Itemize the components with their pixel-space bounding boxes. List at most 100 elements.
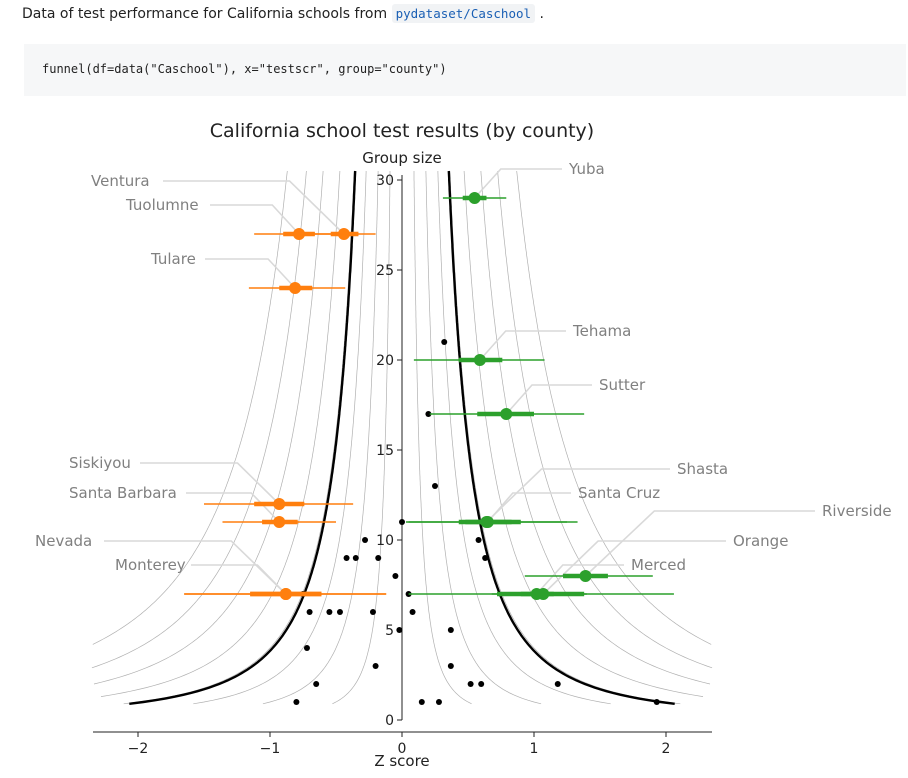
x-axis-label: Z score	[374, 752, 429, 770]
leader-line-santa-barbara	[186, 492, 280, 523]
intro-text-before: Data of test performance for California …	[22, 6, 392, 22]
data-point	[375, 555, 382, 561]
y-tick-label: 15	[376, 443, 394, 459]
data-point	[392, 573, 399, 579]
contour-line-0-right	[413, 171, 472, 705]
data-point	[362, 537, 369, 543]
data-point	[396, 627, 403, 633]
contour-line-7-left	[92, 170, 288, 645]
county-label-siskiyou: Siskiyou	[69, 454, 131, 472]
chart-title: California school test results (by count…	[210, 120, 594, 142]
mean-marker-merced	[530, 588, 543, 600]
leader-line-merced	[536, 564, 624, 595]
contour-line-5-left	[93, 170, 324, 685]
mean-marker-tuolumne	[293, 228, 306, 240]
data-point	[447, 663, 454, 669]
funnel-curve-left	[129, 170, 357, 705]
mean-marker-monterey	[279, 588, 292, 600]
mean-marker-yuba	[468, 192, 481, 204]
intro-text-after: .	[535, 6, 544, 22]
data-point	[306, 609, 313, 615]
mean-marker-riverside	[579, 570, 592, 582]
mean-marker-santa-cruz	[481, 516, 494, 528]
contour-line-6-left	[91, 170, 307, 669]
funnel-curve-right	[447, 170, 675, 705]
county-label-shasta: Shasta	[677, 460, 728, 478]
county-label-tulare: Tulare	[150, 250, 196, 268]
dataset-code-link[interactable]: pydataset/Caschool	[391, 4, 536, 23]
leader-line-tuolumne	[210, 204, 300, 235]
data-points	[293, 195, 660, 705]
data-point	[352, 555, 359, 561]
data-point	[293, 699, 300, 705]
contour-line-2-right	[437, 171, 611, 705]
county-label-merced: Merced	[631, 556, 686, 574]
data-point	[432, 483, 438, 489]
county-estimates	[184, 192, 674, 600]
x-tick-label: 2	[662, 741, 671, 757]
contour-line-2-left	[193, 171, 367, 705]
county-label-santa-barbara: Santa Barbara	[69, 484, 177, 502]
leader-line-monterey	[191, 564, 287, 595]
county-label-riverside: Riverside	[822, 502, 892, 520]
mean-marker-tulare	[289, 282, 302, 294]
leader-line-tehama	[479, 330, 566, 361]
contour-line-4-right	[463, 170, 704, 697]
county-label-ventura: Ventura	[91, 172, 150, 190]
x-tick-label: 0	[398, 741, 407, 757]
data-point	[478, 681, 485, 687]
x-tick-label: 1	[530, 741, 539, 757]
data-point	[482, 555, 489, 561]
leader-line-yuba	[474, 168, 562, 199]
contour-line-1-right	[425, 171, 542, 705]
mean-marker-sutter	[500, 408, 513, 420]
data-point	[435, 699, 442, 705]
contour-line-3-right	[449, 170, 681, 705]
leader-line-tulare	[205, 258, 296, 289]
leader-line-siskiyou	[140, 462, 280, 505]
county-label-santa-cruz: Santa Cruz	[578, 484, 660, 502]
county-label-sutter: Sutter	[599, 376, 646, 394]
contour-line-0-left	[332, 171, 391, 705]
data-point	[653, 699, 660, 705]
data-point	[343, 555, 350, 561]
data-point	[399, 519, 405, 525]
data-point	[467, 681, 474, 687]
leader-line-ventura	[163, 180, 345, 235]
y-tick-label: 20	[376, 353, 394, 369]
x-tick-label: −1	[260, 741, 281, 757]
leader-line-sutter	[505, 384, 592, 415]
data-point	[336, 609, 343, 615]
county-label-yuba: Yuba	[568, 160, 605, 178]
county-label-tehama: Tehama	[572, 322, 631, 340]
leader-line-riverside	[584, 510, 815, 577]
county-label-nevada: Nevada	[35, 532, 92, 550]
county-label-tuolumne: Tuolumne	[125, 196, 199, 214]
funnel-chart: California school test results (by count…	[35, 120, 892, 770]
contour-line-4-left	[100, 170, 341, 697]
data-point	[369, 609, 376, 615]
x-tick-label: −2	[128, 741, 149, 757]
y-axis-label: Group size	[362, 149, 442, 167]
county-labels: Yuba Ventura Tuolumne Tulare Tehama Sutter Sis…	[35, 160, 892, 574]
data-point	[418, 699, 425, 705]
data-point	[425, 411, 432, 417]
leader-line-shasta	[485, 468, 670, 523]
county-label-monterey: Monterey	[115, 556, 186, 574]
mean-marker-tehama	[473, 354, 486, 366]
contour-line-1-left	[262, 171, 379, 705]
mean-marker-siskiyou	[273, 498, 286, 510]
data-point	[441, 339, 448, 345]
y-tick-label: 5	[385, 623, 394, 639]
data-point	[303, 645, 310, 651]
data-point	[475, 537, 482, 543]
y-tick-label: 30	[376, 173, 394, 189]
leader-line-santa-cruz	[487, 492, 571, 523]
data-point	[313, 681, 320, 687]
mean-marker-santa-barbara	[273, 516, 286, 528]
y-tick-label: 0	[385, 713, 394, 729]
contour-line-6-right	[497, 170, 713, 669]
y-tick-label: 10	[376, 533, 394, 549]
contour-line-5-right	[480, 170, 711, 685]
code-block: funnel(df=data("Caschool"), x="testscr",…	[24, 44, 906, 96]
